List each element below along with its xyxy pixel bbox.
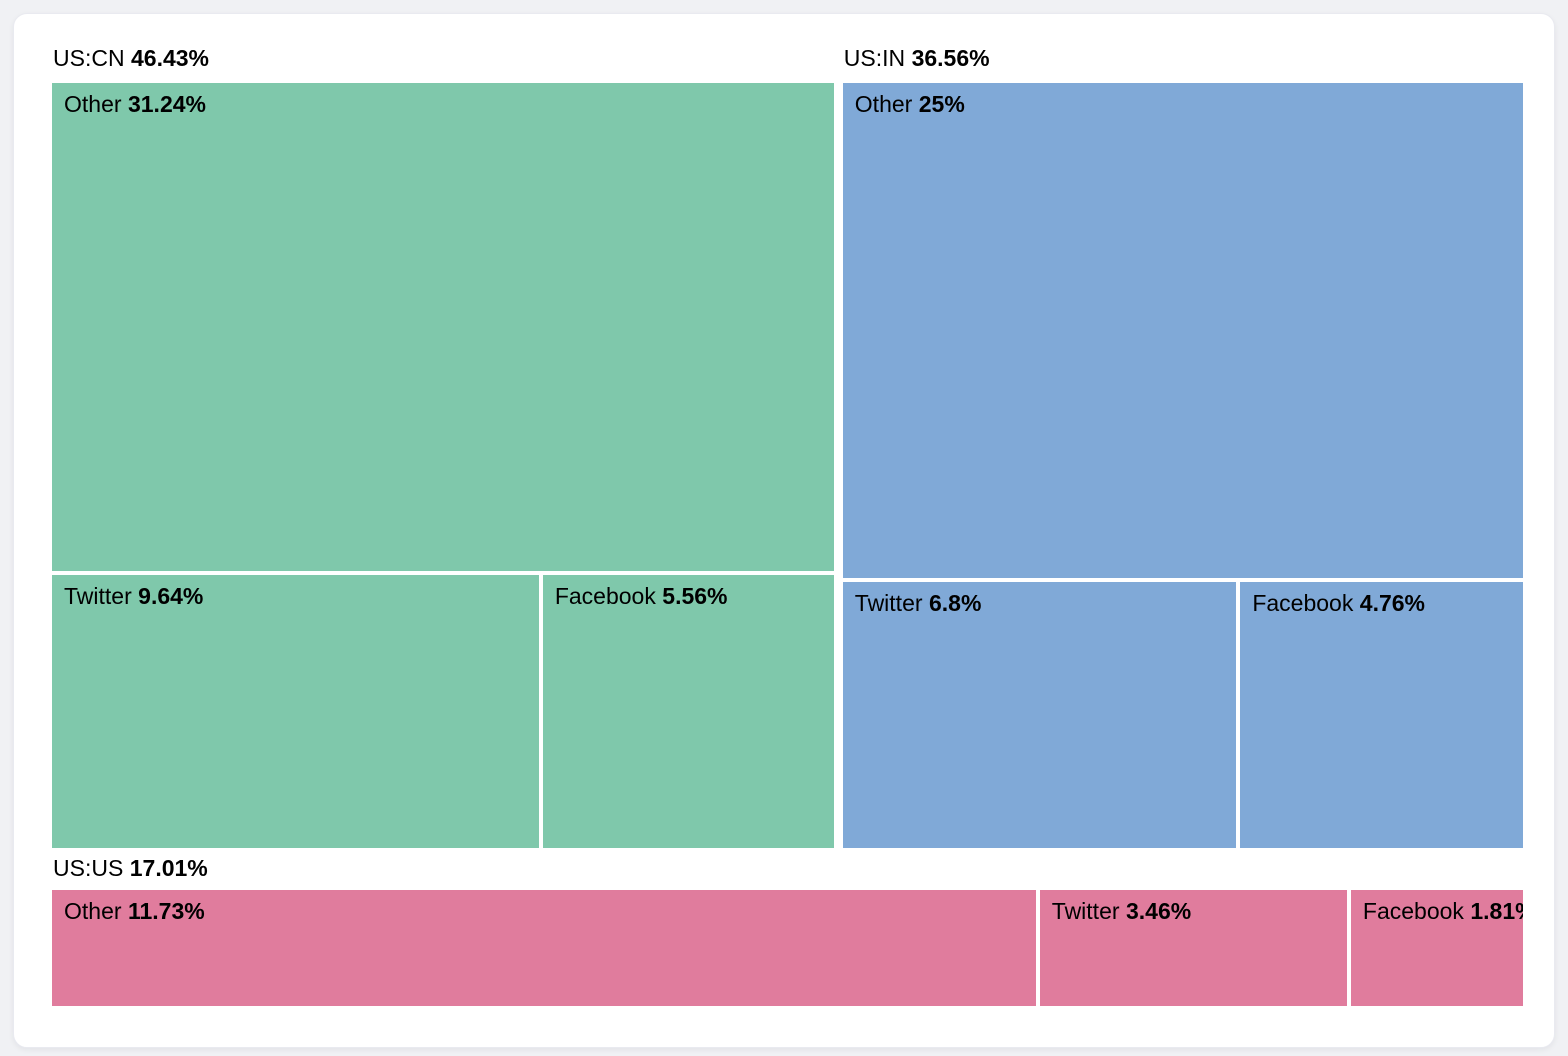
cell-value: 5.56% <box>662 582 728 609</box>
chart-card: US:CN 46.43% Other 31.24% Twitter 9.64% <box>13 13 1555 1048</box>
treemap-cell-us-us-other[interactable]: Other 11.73% <box>52 890 1036 1006</box>
cell-label: Other 11.73% <box>64 897 1024 926</box>
cell-value: 9.64% <box>138 582 204 609</box>
cell-value: 3.46% <box>1125 898 1192 924</box>
cell-value: 6.8% <box>928 590 982 617</box>
group-header-us-cn: US:CN 46.43% <box>52 45 834 83</box>
group-header-us-us: US:US 17.01% <box>52 848 1523 890</box>
group-us-in: US:IN 36.56% Other 25% Twitter 6.8% <box>842 45 1523 848</box>
treemap: US:CN 46.43% Other 31.24% Twitter 9.64% <box>52 45 1523 1006</box>
cell-value: 1.81% <box>1470 898 1523 924</box>
group-label: US:CN <box>53 45 125 71</box>
group-header-us-in: US:IN 36.56% <box>843 45 1523 83</box>
cell-name: Twitter <box>64 582 132 609</box>
cell-label: Twitter 3.46% <box>1052 897 1335 926</box>
group-label: US:IN <box>843 45 906 71</box>
treemap-cell-us-cn-twitter[interactable]: Twitter 9.64% <box>52 574 539 848</box>
treemap-cell-us-cn-facebook[interactable]: Facebook 5.56% <box>542 574 834 848</box>
treemap-cell-us-cn-other[interactable]: Other 31.24% <box>52 83 834 571</box>
treemap-top-row: US:CN 46.43% Other 31.24% Twitter 9.64% <box>52 45 1523 848</box>
cell-name: Other <box>854 91 913 117</box>
cell-value: 25% <box>918 91 965 117</box>
subrow-us-in: Twitter 6.8% Facebook 4.76% <box>842 582 1523 848</box>
subrow-us-cn: Twitter 9.64% Facebook 5.56% <box>52 574 834 848</box>
cell-name: Other <box>64 91 122 117</box>
cell-name: Twitter <box>1051 898 1120 924</box>
cell-label: Facebook 5.56% <box>555 582 822 611</box>
treemap-bottom-row: US:US 17.01% Other 11.73% Twitter 3.46% <box>52 848 1523 1006</box>
cell-name: Twitter <box>854 590 923 617</box>
group-us-us: US:US 17.01% Other 11.73% Twitter 3.46% <box>52 848 1523 1006</box>
group-value: 36.56% <box>911 45 990 71</box>
cell-label: Other 25% <box>855 90 1511 119</box>
cell-value: 31.24% <box>127 91 206 117</box>
cell-label: Twitter 6.8% <box>855 589 1225 618</box>
cell-label: Other 31.24% <box>64 90 822 119</box>
cell-name: Other <box>64 898 122 924</box>
cell-name: Facebook <box>1362 898 1464 924</box>
treemap-cell-us-us-twitter[interactable]: Twitter 3.46% <box>1039 890 1347 1006</box>
cell-name: Facebook <box>1252 590 1354 617</box>
cell-value: 4.76% <box>1359 590 1425 617</box>
group-cells-us-in: Other 25% Twitter 6.8% Facebook 4.76% <box>842 83 1523 848</box>
group-cells-us-cn: Other 31.24% Twitter 9.64% Facebook 5.56% <box>52 83 834 848</box>
treemap-cell-us-in-other[interactable]: Other 25% <box>842 83 1523 579</box>
group-value: 17.01% <box>129 855 208 881</box>
group-label: US:US <box>53 855 124 881</box>
group-us-cn: US:CN 46.43% Other 31.24% Twitter 9.64% <box>52 45 834 848</box>
cell-value: 11.73% <box>127 898 205 924</box>
cell-label: Facebook 4.76% <box>1252 589 1511 618</box>
cell-label: Twitter 9.64% <box>64 582 527 611</box>
cell-name: Facebook <box>554 582 656 609</box>
group-value: 46.43% <box>131 45 210 71</box>
treemap-cell-us-in-twitter[interactable]: Twitter 6.8% <box>842 582 1237 848</box>
treemap-cell-us-in-facebook[interactable]: Facebook 4.76% <box>1240 582 1523 848</box>
